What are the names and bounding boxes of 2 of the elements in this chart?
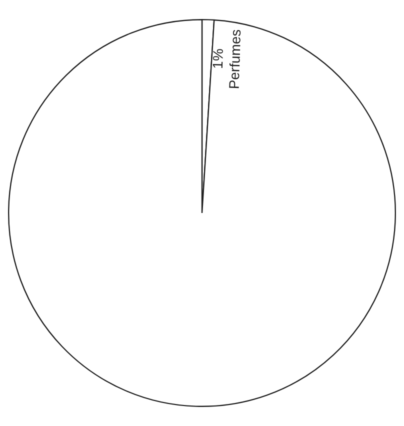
data-label: 1%	[209, 48, 226, 70]
slice-label: Perfumes	[226, 29, 244, 90]
